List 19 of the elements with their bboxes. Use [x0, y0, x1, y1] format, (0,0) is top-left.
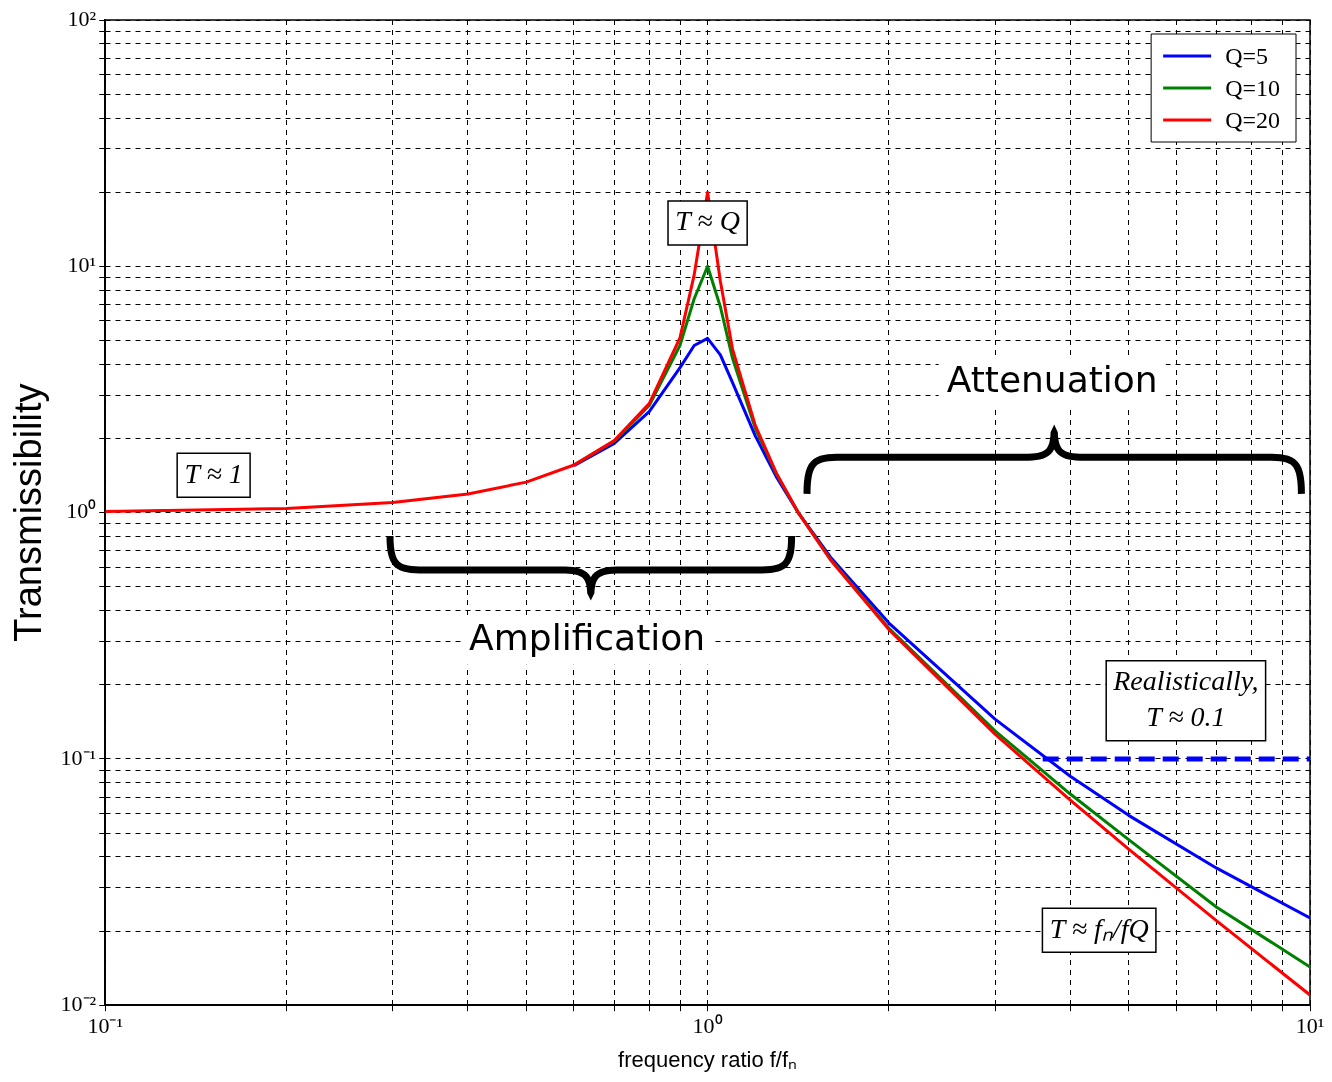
x-tick-label: 10¹ [1295, 1013, 1325, 1039]
y-tick-label: 10⁻² [60, 990, 97, 1016]
legend-label: Q=20 [1225, 107, 1281, 134]
y-tick-label: 10¹ [67, 252, 97, 278]
legend-label: Q=10 [1225, 75, 1281, 102]
annotation: T ≈ 1 [184, 457, 243, 489]
annotation: Amplification [469, 617, 706, 659]
y-tick-label: 10⁻¹ [60, 744, 97, 770]
annotation: T ≈ fₙ/fQ [1049, 912, 1149, 944]
y-axis-title: Transmissibility [7, 383, 50, 642]
x-tick-label: 10⁰ [692, 1013, 723, 1039]
annotation: Attenuation [946, 358, 1158, 400]
annotation: T ≈ Q [675, 205, 740, 237]
x-axis-title: frequency ratio f/fₙ [618, 1046, 798, 1072]
annotation: Realistically, T ≈ 0.1 [1112, 665, 1259, 733]
x-tick-label: 10⁻¹ [87, 1013, 123, 1039]
y-tick-label: 10² [67, 5, 97, 31]
legend-label: Q=5 [1225, 43, 1269, 70]
y-tick-label: 10⁰ [66, 498, 97, 524]
